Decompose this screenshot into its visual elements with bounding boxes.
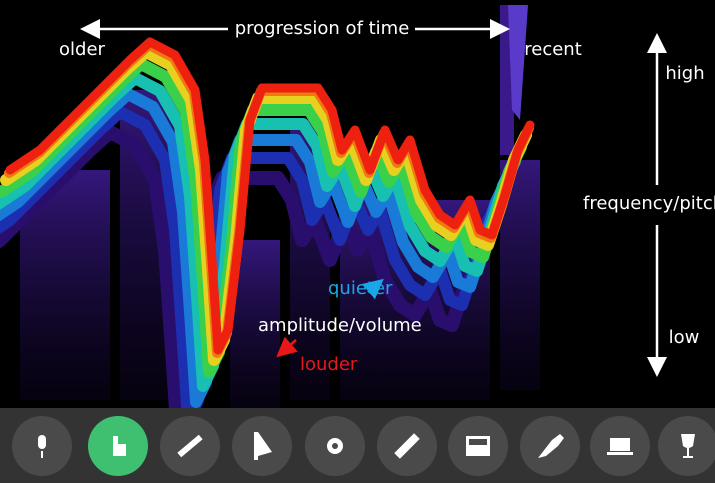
bird-button[interactable] bbox=[520, 416, 580, 476]
high-label: high bbox=[665, 63, 704, 84]
louder-label: louder bbox=[300, 354, 358, 375]
recent-label: recent bbox=[524, 39, 582, 60]
quieter-label: quieter bbox=[328, 278, 393, 299]
voice-button[interactable] bbox=[305, 416, 365, 476]
low-label: low bbox=[669, 327, 700, 348]
trombone-button[interactable] bbox=[377, 416, 437, 476]
harp-button[interactable] bbox=[232, 416, 292, 476]
frequency-label: frequency/pitch bbox=[583, 193, 715, 214]
page: progression of time older recent high fr… bbox=[0, 0, 715, 483]
laptop-button[interactable] bbox=[590, 416, 650, 476]
toolbar bbox=[0, 408, 715, 483]
time-label: progression of time bbox=[235, 18, 410, 39]
amplitude-label: amplitude/volume bbox=[258, 315, 422, 336]
older-label: older bbox=[59, 39, 106, 60]
synth-button[interactable] bbox=[448, 416, 508, 476]
flute-button[interactable] bbox=[160, 416, 220, 476]
mic-button[interactable] bbox=[12, 416, 72, 476]
spectrogram-screen: progression of time older recent high fr… bbox=[0, 0, 715, 483]
touch-button[interactable] bbox=[88, 416, 148, 476]
